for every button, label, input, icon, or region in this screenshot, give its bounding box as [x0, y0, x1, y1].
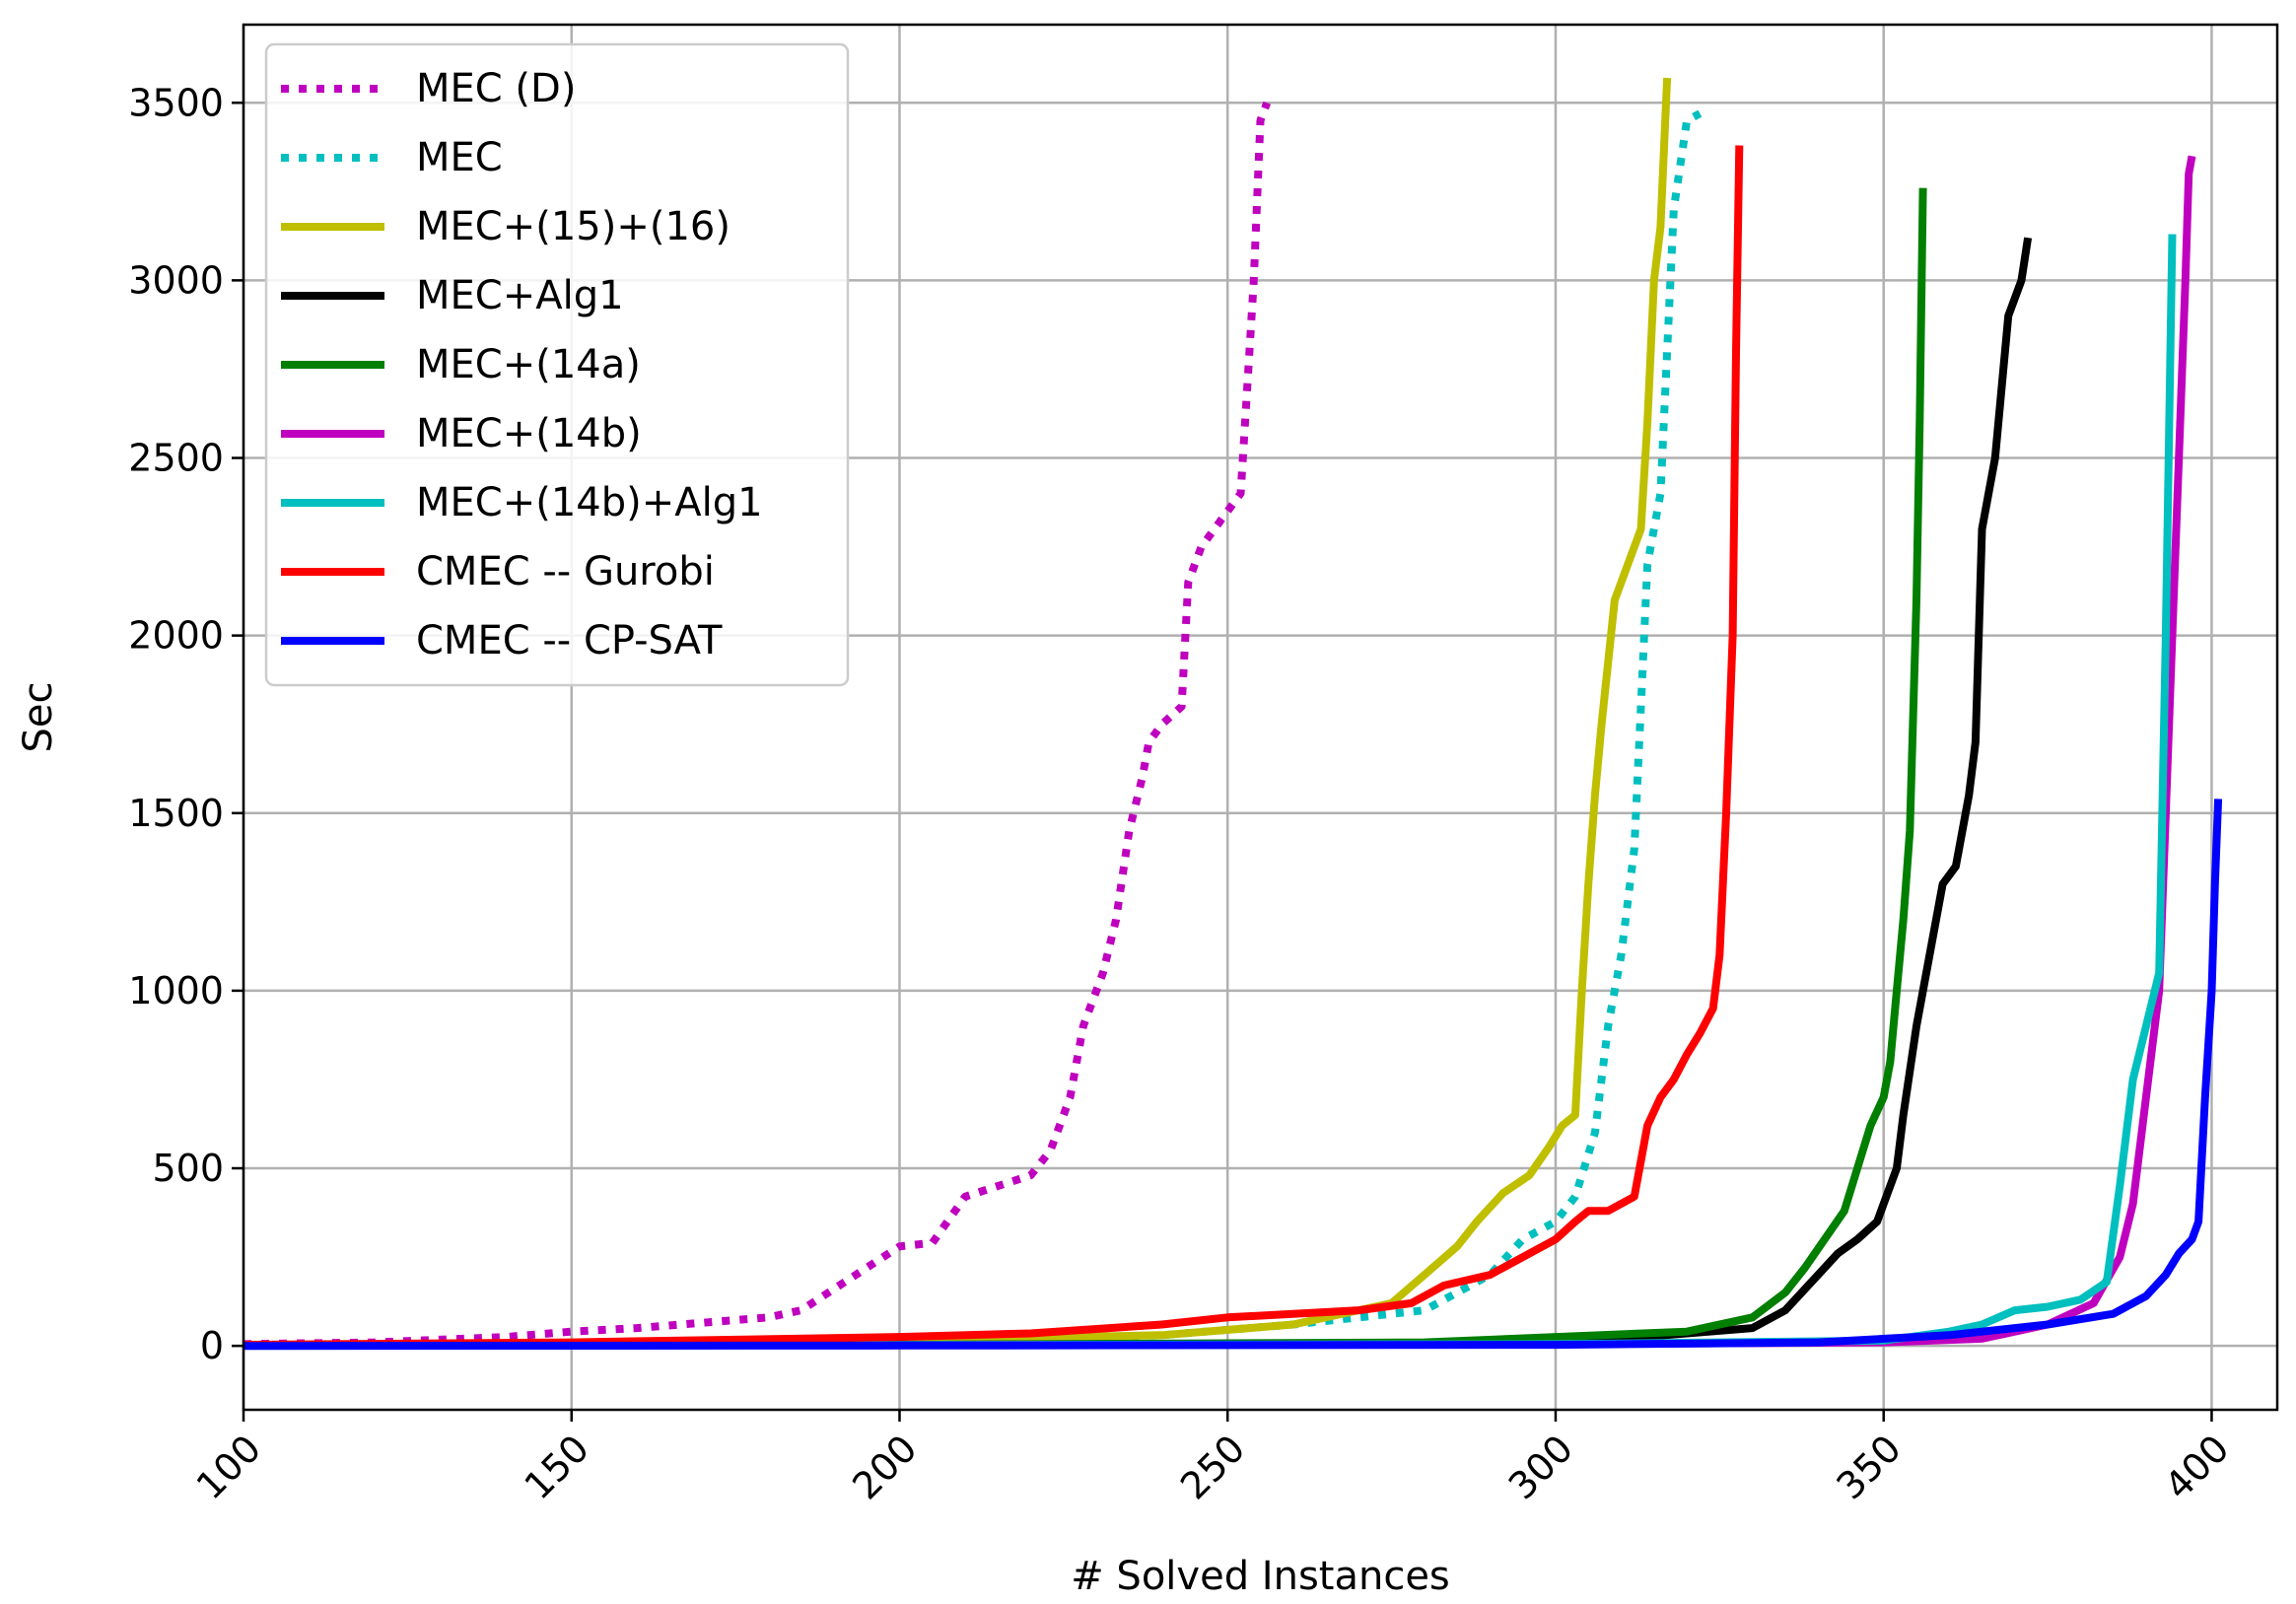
series-line-5 — [243, 187, 1927, 1350]
legend-label: MEC (D) — [416, 66, 576, 111]
y-tick-label: 500 — [152, 1147, 224, 1190]
series-line-3 — [243, 77, 1672, 1350]
x-tick-label: 400 — [2156, 1427, 2237, 1507]
x-tick-label: 300 — [1500, 1427, 1581, 1507]
legend-label: MEC — [416, 135, 503, 180]
legend-box — [264, 42, 850, 687]
x-axis-label: # Solved Instances — [1071, 1554, 1450, 1599]
y-axis-label: Sec — [16, 682, 61, 753]
legend-label: MEC+Alg1 — [416, 273, 624, 318]
x-tick-label: 350 — [1828, 1427, 1909, 1507]
x-tick-label: 200 — [844, 1427, 925, 1507]
legend-label: CMEC -- CP-SAT — [416, 618, 723, 663]
series-lines — [243, 77, 2223, 1351]
plot-frame — [242, 23, 2279, 1412]
y-tick-label: 1500 — [128, 792, 224, 835]
x-tick-label: 150 — [517, 1427, 597, 1507]
y-tick-label: 2500 — [128, 437, 224, 480]
series-line-8 — [243, 145, 1744, 1350]
y-tick-label: 2000 — [128, 614, 224, 658]
y-tick-label: 0 — [200, 1324, 224, 1367]
legend-label: MEC+(15)+(16) — [416, 204, 731, 249]
legend-label: CMEC -- Gurobi — [416, 549, 715, 594]
legend: MEC (D) MEC MEC+(15)+(16) MEC+Alg1 MEC+(14a)… — [264, 42, 850, 687]
legend-label: MEC+(14a) — [416, 342, 641, 387]
x-tick-label: 100 — [188, 1427, 269, 1507]
y-tick-label: 1000 — [128, 969, 224, 1012]
series-line-1 — [243, 101, 1271, 1349]
series-line-4 — [243, 237, 2033, 1350]
y-tick-label: 3000 — [128, 258, 224, 302]
x-tick-label: 250 — [1172, 1427, 1253, 1507]
legend-label: MEC+(14b) — [416, 411, 642, 456]
y-tick-label: 3500 — [128, 81, 224, 124]
series-line-9 — [243, 799, 2223, 1351]
legend-label: MEC+(14b)+Alg1 — [416, 480, 763, 525]
